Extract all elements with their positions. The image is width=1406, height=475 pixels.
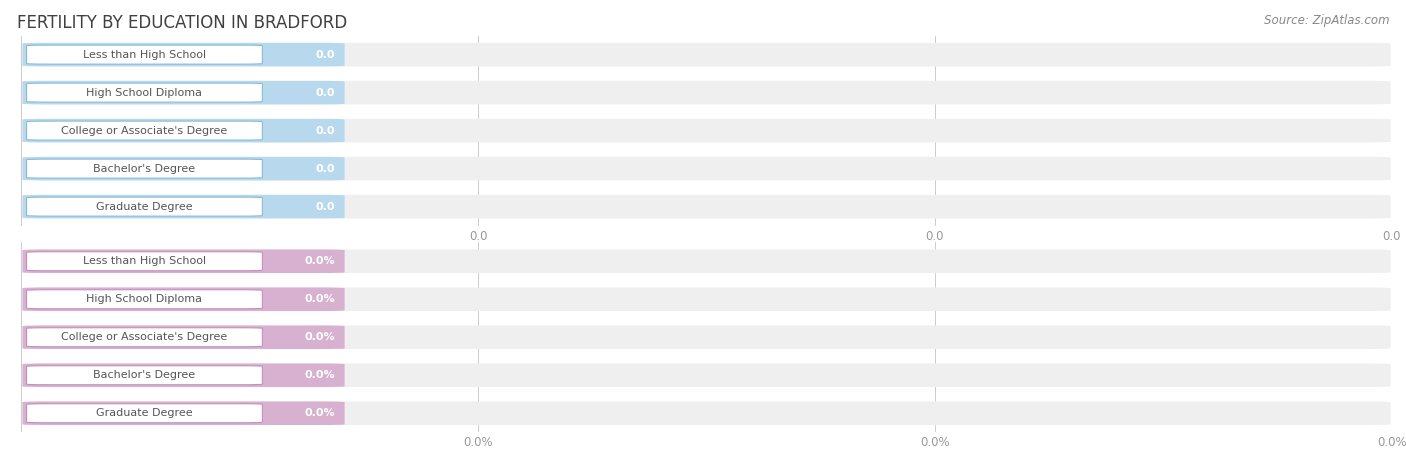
Text: Bachelor's Degree: Bachelor's Degree: [93, 163, 195, 174]
Text: 0.0: 0.0: [315, 87, 335, 98]
Text: FERTILITY BY EDUCATION IN BRADFORD: FERTILITY BY EDUCATION IN BRADFORD: [17, 14, 347, 32]
FancyBboxPatch shape: [22, 119, 1391, 142]
FancyBboxPatch shape: [22, 287, 344, 311]
FancyBboxPatch shape: [22, 81, 344, 104]
FancyBboxPatch shape: [22, 157, 1391, 180]
FancyBboxPatch shape: [22, 363, 1391, 387]
FancyBboxPatch shape: [27, 328, 263, 347]
FancyBboxPatch shape: [22, 363, 344, 387]
Text: College or Associate's Degree: College or Associate's Degree: [62, 332, 228, 342]
Text: 0.0%: 0.0%: [304, 370, 335, 380]
FancyBboxPatch shape: [22, 249, 1391, 273]
Text: 0.0%: 0.0%: [304, 294, 335, 304]
FancyBboxPatch shape: [27, 252, 263, 271]
Text: 0.0: 0.0: [315, 201, 335, 212]
Text: 0.0%: 0.0%: [304, 256, 335, 266]
Text: College or Associate's Degree: College or Associate's Degree: [62, 125, 228, 136]
FancyBboxPatch shape: [27, 159, 263, 178]
FancyBboxPatch shape: [27, 290, 263, 309]
FancyBboxPatch shape: [22, 157, 344, 180]
Text: 0.0%: 0.0%: [304, 332, 335, 342]
Text: 0.0: 0.0: [315, 49, 335, 60]
FancyBboxPatch shape: [22, 195, 1391, 219]
FancyBboxPatch shape: [22, 81, 1391, 104]
FancyBboxPatch shape: [22, 195, 344, 219]
FancyBboxPatch shape: [27, 45, 263, 64]
FancyBboxPatch shape: [22, 401, 1391, 425]
FancyBboxPatch shape: [27, 366, 263, 385]
FancyBboxPatch shape: [22, 119, 344, 142]
FancyBboxPatch shape: [22, 325, 344, 349]
Text: Bachelor's Degree: Bachelor's Degree: [93, 370, 195, 380]
Text: 0.0%: 0.0%: [304, 408, 335, 418]
FancyBboxPatch shape: [22, 43, 344, 66]
FancyBboxPatch shape: [22, 325, 1391, 349]
Text: High School Diploma: High School Diploma: [86, 294, 202, 304]
Text: Graduate Degree: Graduate Degree: [96, 201, 193, 212]
FancyBboxPatch shape: [27, 404, 263, 423]
FancyBboxPatch shape: [22, 401, 344, 425]
Text: High School Diploma: High School Diploma: [86, 87, 202, 98]
Text: 0.0: 0.0: [315, 163, 335, 174]
FancyBboxPatch shape: [27, 121, 263, 140]
FancyBboxPatch shape: [22, 249, 344, 273]
Text: Source: ZipAtlas.com: Source: ZipAtlas.com: [1264, 14, 1389, 27]
Text: Graduate Degree: Graduate Degree: [96, 408, 193, 418]
FancyBboxPatch shape: [27, 83, 263, 102]
FancyBboxPatch shape: [27, 197, 263, 216]
Text: 0.0: 0.0: [315, 125, 335, 136]
Text: Less than High School: Less than High School: [83, 49, 207, 60]
Text: Less than High School: Less than High School: [83, 256, 207, 266]
FancyBboxPatch shape: [22, 287, 1391, 311]
FancyBboxPatch shape: [22, 43, 1391, 66]
